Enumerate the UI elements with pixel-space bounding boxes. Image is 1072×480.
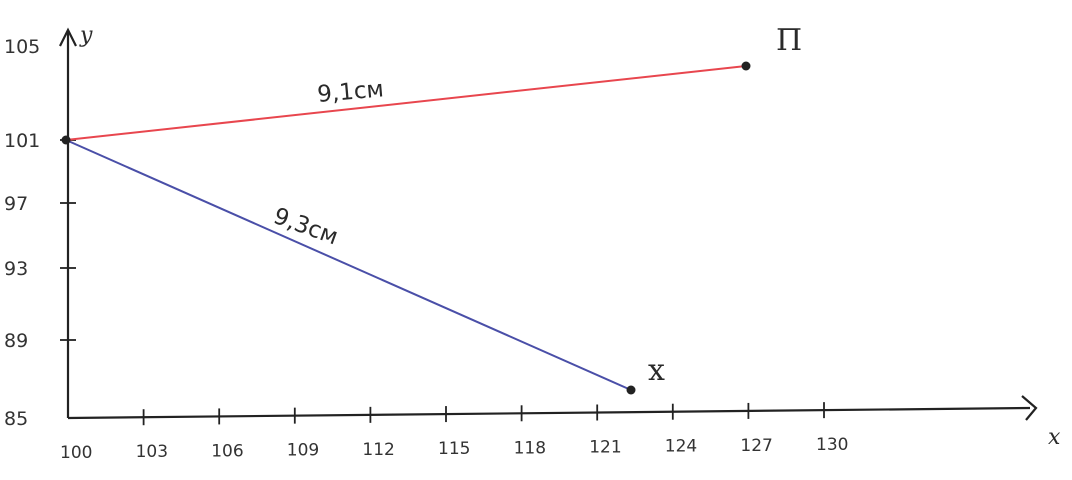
x-tick-label: 103 (136, 442, 168, 462)
x-tick-label: 121 (589, 437, 621, 457)
origin-point (61, 135, 71, 145)
y-ticks: 105 101 97 93 89 85 (4, 36, 76, 430)
y-axis-arrow (59, 27, 77, 47)
y-tick-label: 85 (4, 408, 28, 430)
x-tick-label: 112 (362, 440, 394, 460)
x-tick-label: 127 (740, 436, 772, 456)
y-tick-label: 97 (4, 193, 28, 215)
x-tick-label: 115 (438, 439, 470, 459)
x-tick-label: 130 (816, 435, 848, 455)
point-p (741, 61, 751, 71)
x-axis (67, 406, 1031, 420)
segment-p-length: 9,1см (316, 76, 385, 108)
y-tick-label: 101 (4, 130, 40, 152)
x-axis-arrow (1021, 395, 1038, 421)
point-p-label: П (776, 23, 802, 58)
x-tick-label: 118 (514, 438, 546, 458)
x-tick-label: 100 (60, 443, 92, 463)
x-ticks: 100 103 106 109 112 115 118 121 124 127 130 (60, 402, 848, 463)
x-tick-label: 106 (211, 441, 243, 461)
y-axis-label: y (79, 23, 93, 48)
segment-x-length: 9,3см (270, 203, 341, 250)
y-tick-label: 105 (4, 36, 40, 58)
y-tick-label: 93 (4, 258, 28, 280)
x-tick-label: 109 (287, 441, 319, 461)
point-x-label: x (648, 353, 665, 388)
x-tick-label: 124 (665, 437, 697, 457)
segment-to-x (65, 139, 632, 391)
y-tick-label: 89 (4, 330, 28, 352)
x-axis-label: x (1048, 425, 1061, 450)
point-x (626, 385, 636, 395)
segment-to-p (65, 65, 747, 141)
